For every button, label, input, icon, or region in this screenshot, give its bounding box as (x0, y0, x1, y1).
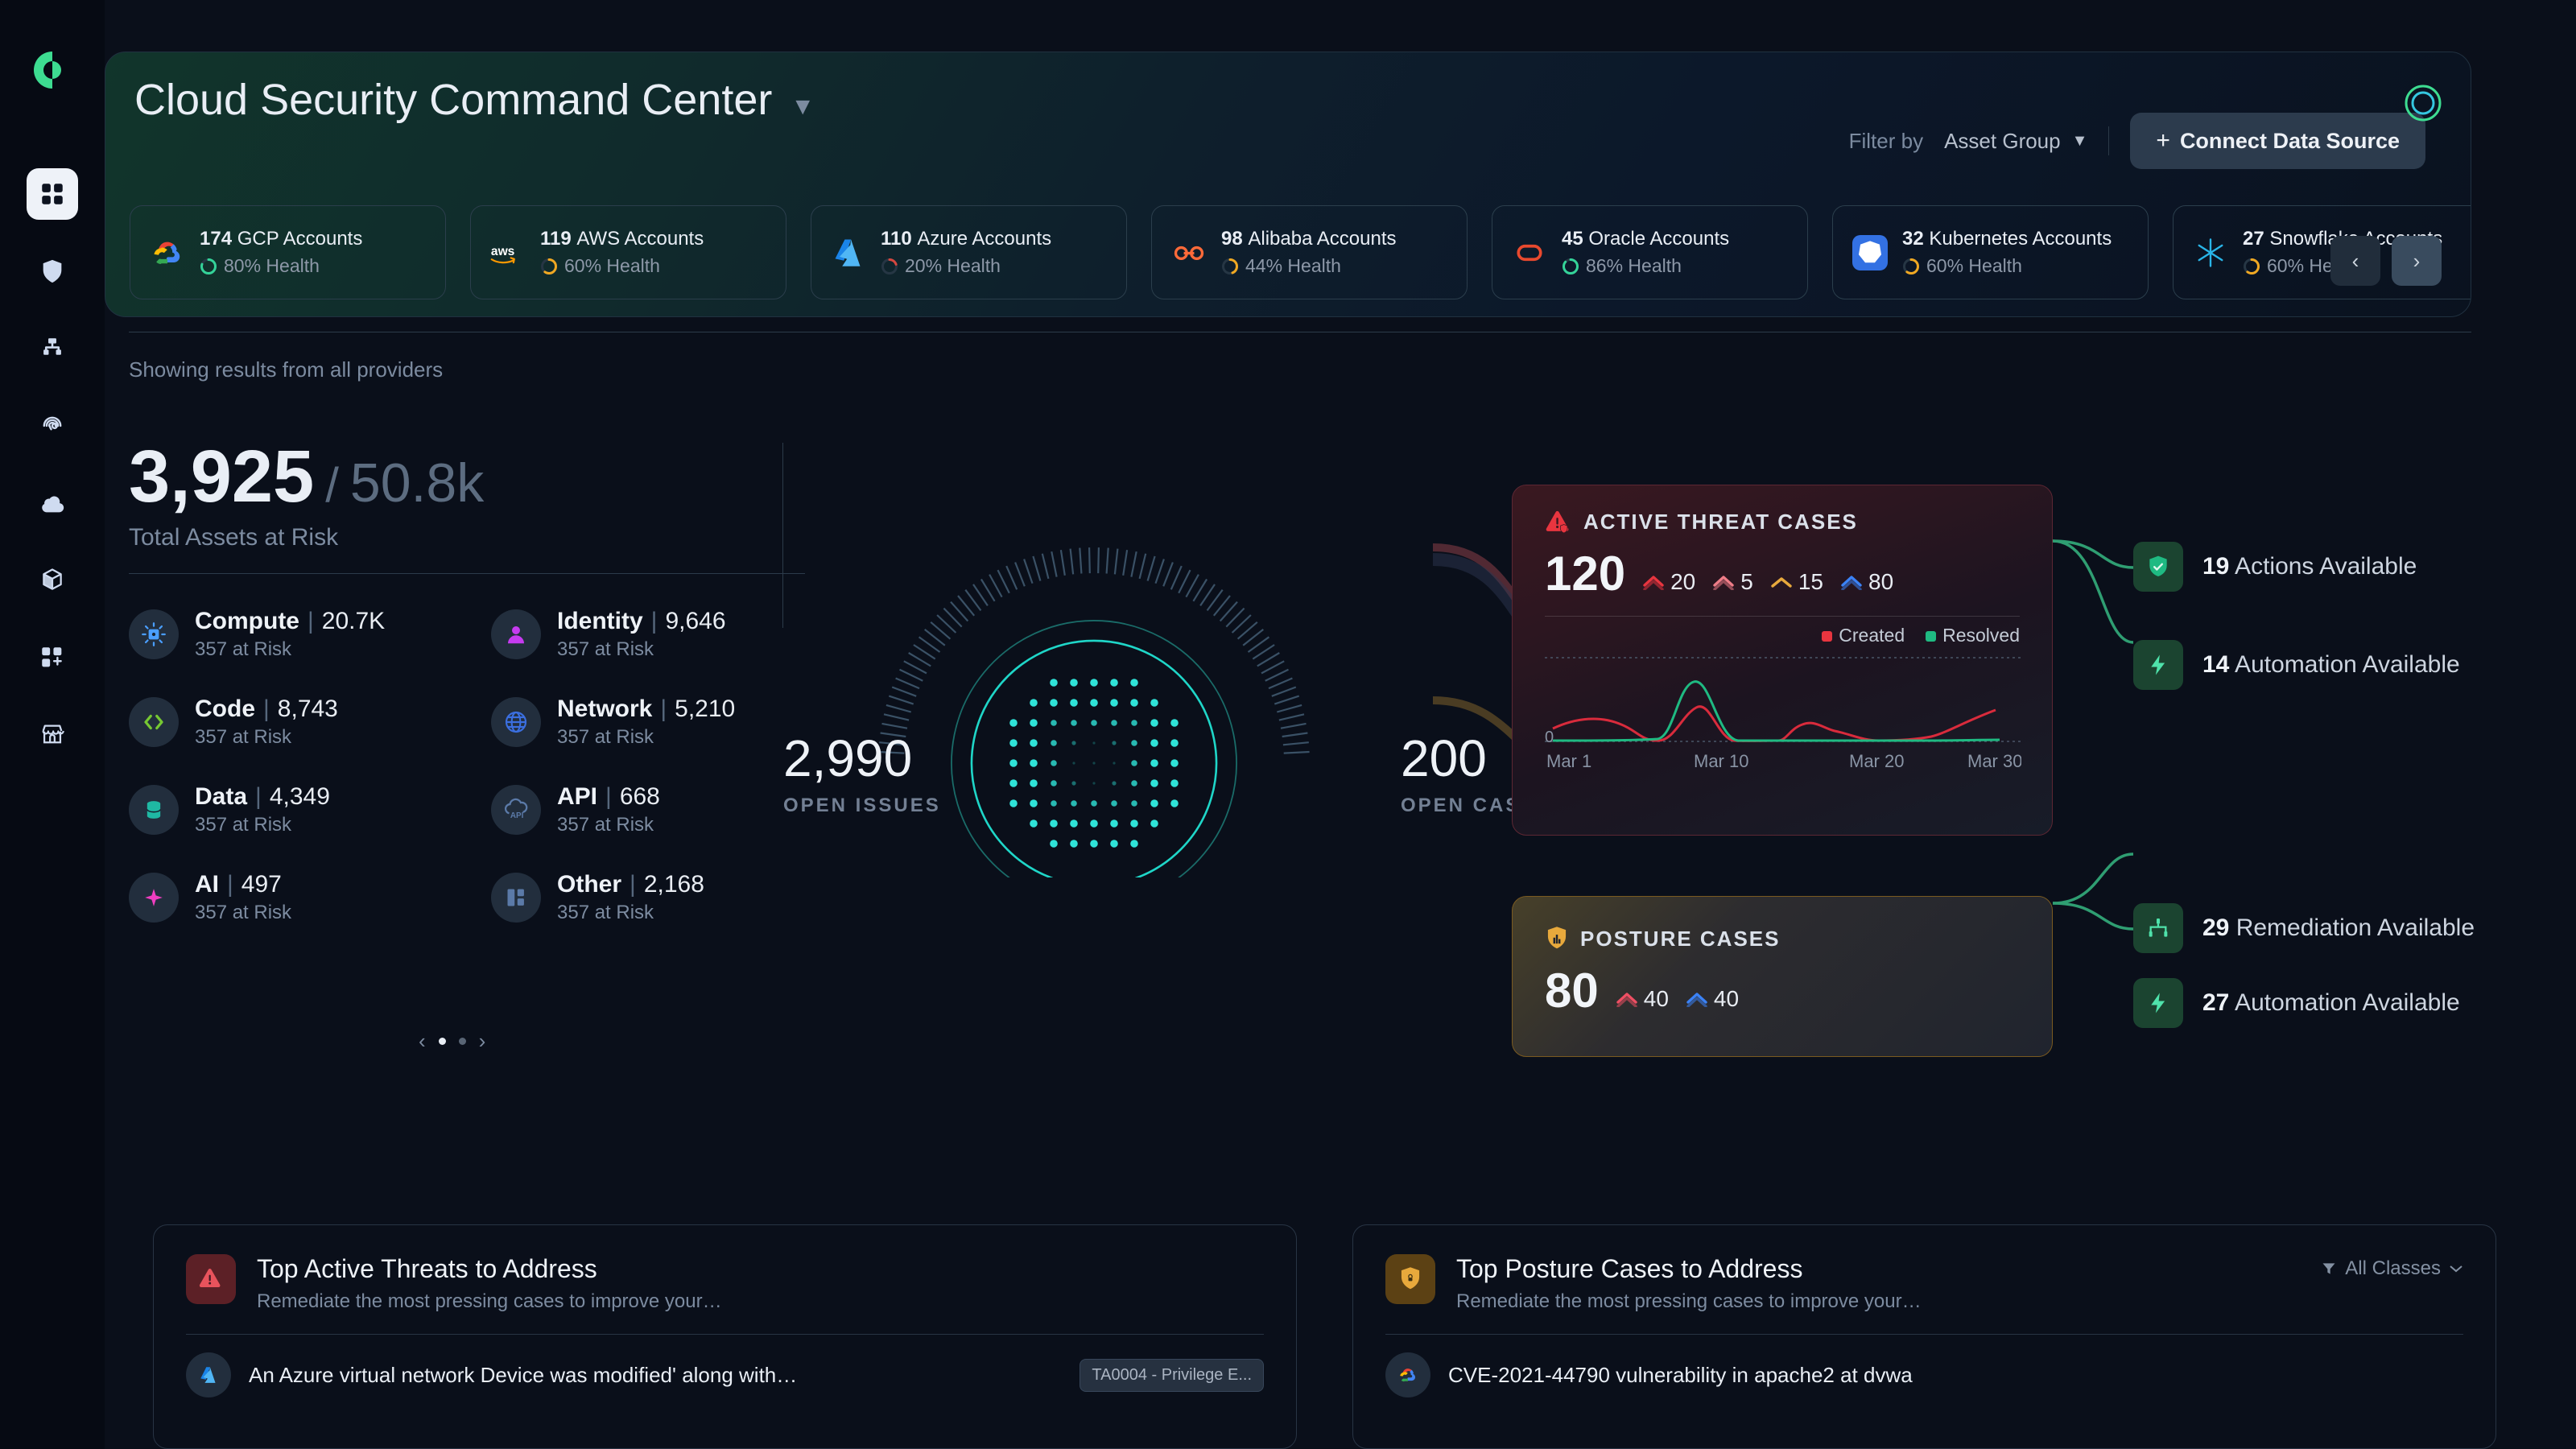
svg-text:Mar 30: Mar 30 (1967, 751, 2021, 771)
svg-text:0: 0 (1545, 729, 1554, 746)
svg-text:Mar 20: Mar 20 (1849, 751, 1904, 771)
svg-text:Mar 1: Mar 1 (1546, 751, 1591, 771)
svg-text:API: API (510, 811, 524, 820)
svg-text:aws: aws (491, 244, 515, 258)
svg-text:100: 100 (1545, 651, 1571, 655)
svg-text:Mar 10: Mar 10 (1694, 751, 1748, 771)
